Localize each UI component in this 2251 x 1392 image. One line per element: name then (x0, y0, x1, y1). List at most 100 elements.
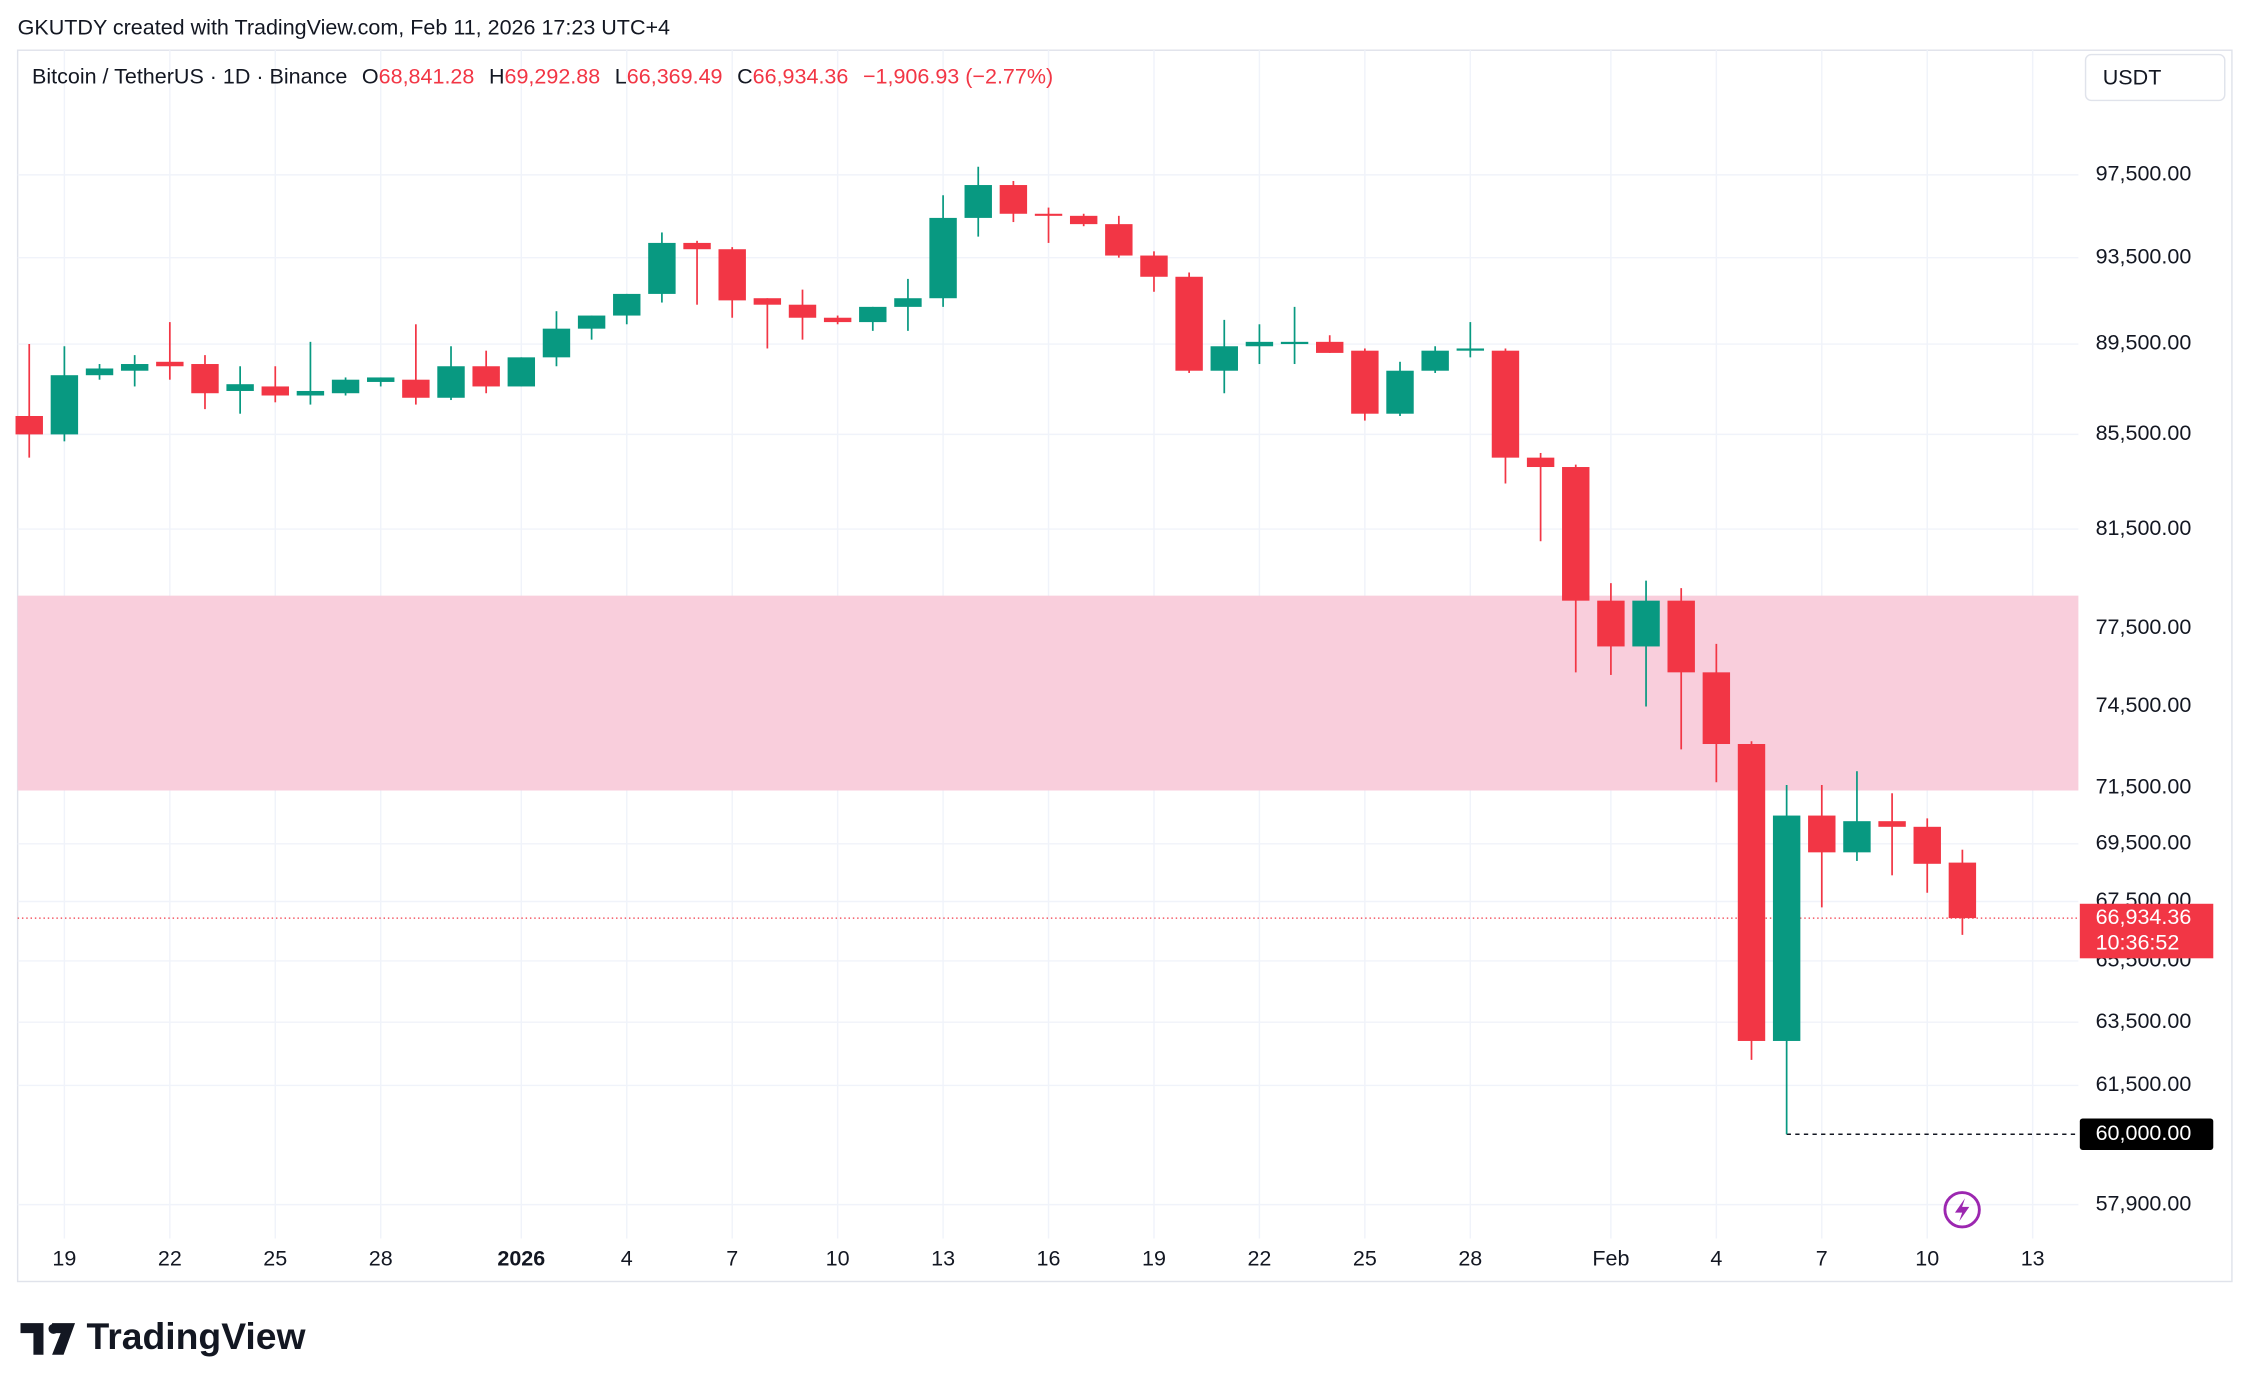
lightning-icon[interactable] (1943, 1191, 1981, 1229)
candle-body (1280, 341, 1309, 345)
candle-body (1948, 862, 1977, 919)
x-tick-label: 19 (1142, 1247, 1166, 1271)
candle-body (331, 379, 360, 394)
x-tick-label: 28 (1458, 1247, 1482, 1271)
candle-body (964, 185, 992, 218)
candle-body (929, 217, 957, 299)
candle-body (85, 368, 114, 376)
candle-body (1843, 821, 1871, 853)
candle-body (1351, 350, 1379, 414)
candle-body (1456, 348, 1485, 351)
candle-body (191, 364, 219, 394)
y-tick-label: 93,500.00 (2096, 244, 2192, 268)
candle-body (1421, 350, 1449, 371)
x-tick-label: 25 (1353, 1247, 1377, 1271)
candle-body (1737, 744, 1766, 1041)
candle-body (367, 377, 395, 382)
x-tick-label: 10 (1915, 1247, 1939, 1271)
currency-label[interactable]: USDT (2103, 66, 2162, 90)
resistance-zone (17, 595, 2079, 791)
candle-body (1913, 826, 1941, 864)
low-marker-box (2079, 1118, 2214, 1151)
candle-body (296, 390, 325, 396)
x-tick-label: 22 (158, 1247, 182, 1271)
brand-mark (20, 1323, 76, 1355)
lightning-circle[interactable] (1943, 1191, 1981, 1229)
candle-body (1808, 815, 1836, 853)
x-tick-label: 10 (826, 1247, 850, 1271)
x-tick-label: 22 (1247, 1247, 1271, 1271)
candles (15, 166, 1977, 1135)
candle-body (753, 298, 782, 305)
y-tick-label: 69,500.00 (2096, 830, 2192, 854)
candle-body (648, 242, 676, 294)
candle-body (542, 328, 571, 358)
last-price-label: 66,934.36 (2096, 905, 2192, 929)
brand-dot (48, 1323, 59, 1334)
candle-body (788, 304, 817, 318)
x-tick-label: 7 (726, 1247, 738, 1271)
candle-body (1562, 467, 1590, 601)
y-tick-label: 89,500.00 (2096, 331, 2192, 355)
low-marker-label: 60,000.00 (2096, 1121, 2192, 1145)
x-tick-label: 16 (1037, 1247, 1061, 1271)
candle-body (1245, 341, 1274, 347)
candle-body (1772, 815, 1801, 1041)
candle-body (1140, 255, 1168, 277)
low-letter: L (615, 64, 627, 88)
change-value: −1,906.93 (−2.77%) (863, 64, 1053, 88)
candle-body (1069, 215, 1098, 225)
candle-body (999, 185, 1028, 214)
candle-body (507, 357, 536, 387)
candle-body (156, 361, 184, 367)
candle-body (1034, 213, 1063, 216)
candle-body (683, 242, 711, 250)
currency-button[interactable]: USDT (2084, 53, 2226, 102)
candle-body (1597, 600, 1625, 647)
x-tick-label: 2026 (497, 1247, 545, 1271)
high-letter: H (489, 64, 505, 88)
candle-body (1667, 600, 1695, 673)
candle-body (437, 366, 465, 398)
price-lines (17, 917, 2079, 1135)
candle-body (577, 315, 606, 329)
y-tick-label: 77,500.00 (2096, 615, 2192, 639)
candle-body (859, 306, 887, 323)
axes: 57,900.0061,500.0063,500.0065,500.0067,5… (52, 162, 2214, 1271)
countdown-label: 10:36:52 (2096, 931, 2180, 955)
lightning-bolt[interactable] (1954, 1198, 1970, 1222)
symbol-title: Bitcoin / TetherUS · 1D · Binance (32, 64, 347, 88)
open-letter: O (362, 64, 379, 88)
brand-name: TradingView (87, 1315, 307, 1357)
candle-body (120, 364, 149, 371)
candle-body (1702, 672, 1731, 745)
candle-body (402, 379, 430, 398)
x-tick-label: 7 (1816, 1247, 1828, 1271)
header: Bitcoin / TetherUS · 1D · Binance O68,84… (32, 64, 1053, 88)
x-tick-label: 13 (931, 1247, 955, 1271)
candle-body (50, 375, 79, 435)
candle-body (1316, 341, 1344, 353)
y-tick-label: 71,500.00 (2096, 774, 2192, 798)
candle-body (226, 384, 254, 391)
candle-body (1105, 224, 1133, 256)
candle-body (1491, 350, 1520, 458)
y-tick-label: 57,900.00 (2096, 1191, 2192, 1215)
open-value: 68,841.28 (379, 64, 475, 88)
candle-body (1632, 600, 1660, 647)
x-tick-label: 28 (369, 1247, 393, 1271)
candle-body (1526, 457, 1555, 468)
last-price-box (2079, 903, 2214, 959)
x-tick-label: 25 (263, 1247, 287, 1271)
candle-body (823, 317, 852, 323)
credit: GKUTDY created with TradingView.com, Feb… (18, 15, 670, 39)
candle-body (1878, 821, 1906, 827)
brand-logo: TradingView (20, 1315, 307, 1357)
candle-body (718, 249, 746, 301)
x-tick-label: 13 (2021, 1247, 2045, 1271)
candle-body (472, 366, 500, 387)
currency-button-bg[interactable] (2084, 53, 2226, 102)
close-letter: C (737, 64, 753, 88)
